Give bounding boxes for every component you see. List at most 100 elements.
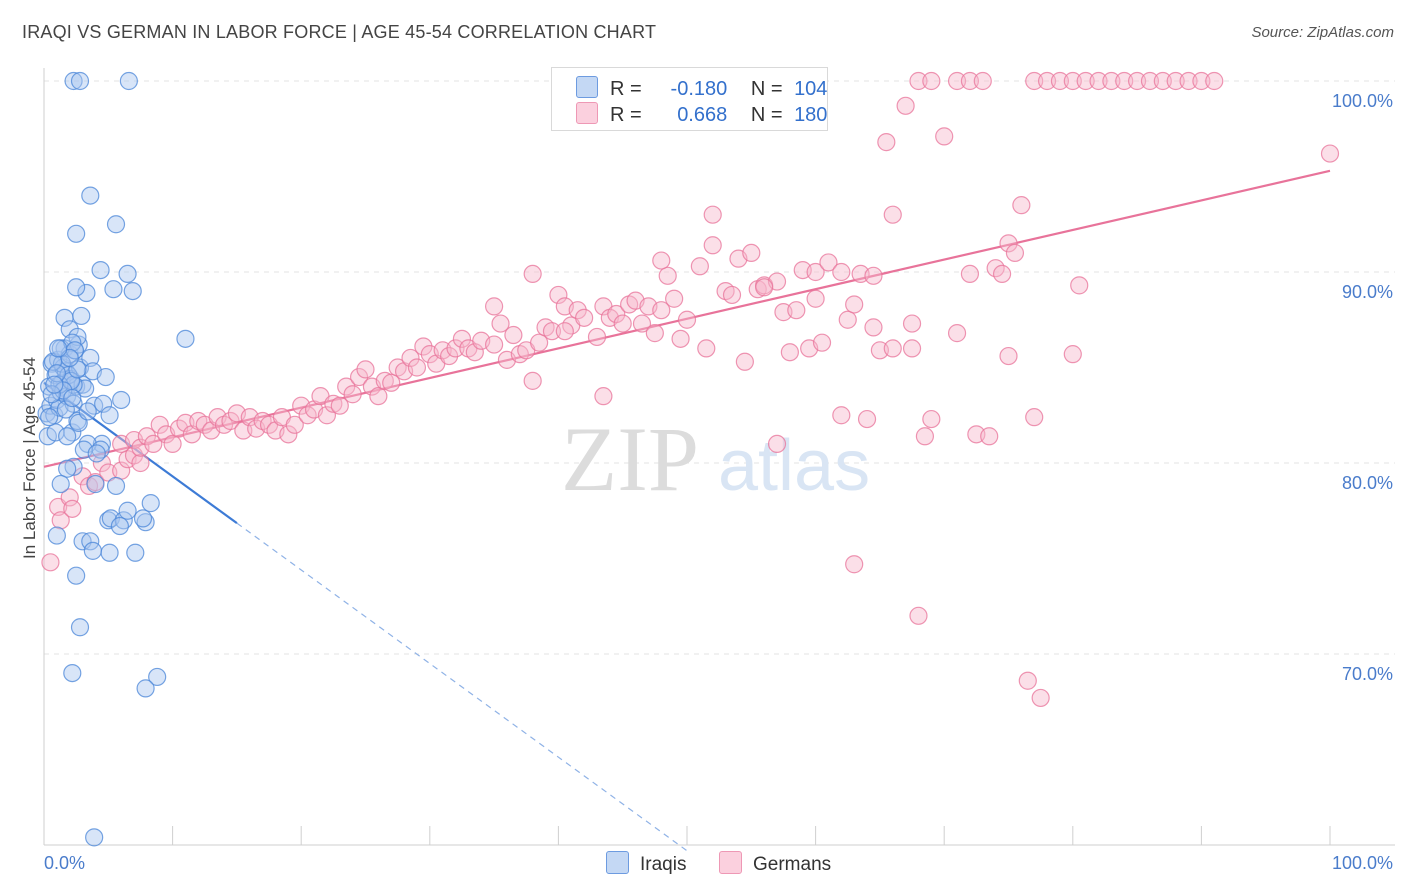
watermark-atlas: atlas [718,426,870,506]
german-point [523,264,542,284]
german-point [407,358,427,377]
german-point [960,264,980,284]
axes [43,68,1395,846]
german-point [1127,71,1147,91]
iraqi-point [118,264,137,284]
iraqi-point [60,320,79,339]
legend-n-label: N = [750,104,783,126]
iraqi-point [51,474,70,494]
iraqi-point [87,444,106,463]
iraqi-point [81,348,100,368]
german-point [999,346,1018,366]
german-point [137,427,156,446]
german-point [1089,71,1108,91]
iraqi-point [47,364,66,383]
iraqi-point [58,459,77,478]
german-point [909,71,928,91]
legend-r-value: -0.180 [670,78,728,100]
german-point [1025,408,1044,427]
german-point [992,264,1012,284]
german-point [1025,71,1044,91]
data-points [37,71,1340,847]
iraqi-point [176,329,195,348]
german-point [787,301,806,320]
german-point [144,434,163,453]
german-point [491,314,510,333]
german-point [883,205,902,224]
legend-n-label: N = [750,78,783,100]
iraqi-point [106,215,126,234]
german-point [401,348,420,368]
german-point [555,322,574,341]
watermark: ZIP atlas [561,408,870,510]
german-point [594,387,613,406]
y-tick-label: 100.0% [1332,91,1393,111]
german-point [806,289,825,308]
german-point [337,377,356,396]
german-point [349,367,369,387]
german-point [1102,71,1121,91]
german-point [150,415,169,434]
iraqi-point [63,388,82,408]
legend: R = -0.180 N = 104 R = 0.668 N = 180 [551,67,828,131]
german-point [902,339,922,358]
iraqi-point [47,526,66,545]
german-point [902,314,922,333]
german-point [767,434,787,453]
german-point [485,335,504,354]
german-point [1063,345,1082,364]
iraqi-point [64,71,83,91]
german-point [504,325,523,345]
german-point [845,295,864,314]
legend-label-germans: Germans [753,854,832,875]
german-point [63,499,82,518]
legend-n-value: 180 [794,104,828,126]
german-point [607,304,626,324]
german-point [51,511,70,530]
german-point [439,346,459,366]
german-point [485,297,504,316]
iraqi-point [86,474,105,494]
german-point [1115,71,1134,91]
german-point [523,371,542,390]
german-point [1005,243,1025,262]
german-point [960,71,980,91]
german-point [742,243,761,262]
german-point [1153,71,1172,91]
iraqi-point [99,511,118,530]
iraqi-point [72,306,91,326]
german-point [356,360,375,379]
german-point [832,406,851,425]
german-point [935,127,954,146]
german-point [915,427,935,446]
german-point [832,262,851,282]
iraqi-trend-extension [236,522,688,852]
german-point [1070,276,1089,295]
iraqi-point [123,282,142,301]
german-point [1166,71,1185,91]
german-point [671,329,690,348]
german-point [652,251,671,270]
german-point [665,289,684,308]
german-point [549,285,568,305]
legend-r-label: R = [610,78,642,100]
german-point [845,555,864,574]
iraqi-point [77,283,96,303]
german-point [530,333,549,352]
iraqi-point [92,434,111,453]
german-point [703,205,722,224]
german-point [221,411,240,431]
legend-swatch-germans [576,102,598,124]
german-point [1063,71,1082,91]
german-point [1320,144,1340,163]
german-point [414,337,433,356]
german-point [382,373,401,392]
german-point [1179,71,1198,91]
german-point [722,285,742,305]
german-point [806,262,825,282]
iraqi-point [104,280,123,299]
source-credit: Source: ZipAtlas.com [1251,24,1394,41]
iraqi-point [70,71,90,91]
german-point [1050,71,1070,91]
